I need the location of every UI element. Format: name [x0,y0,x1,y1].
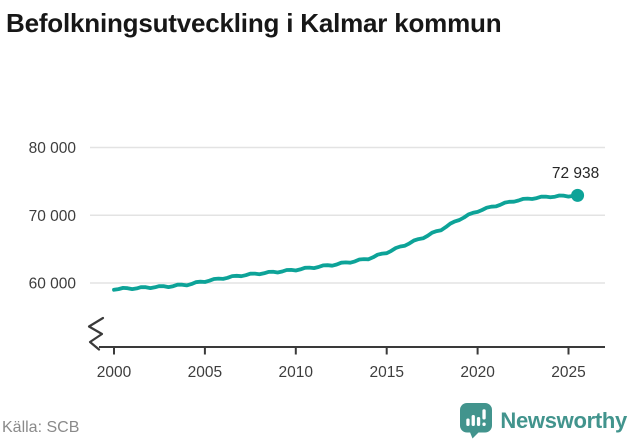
population-line [112,193,580,292]
chart-title: Befolkningsutveckling i Kalmar kommun [6,8,502,38]
x-tick-label: 2000 [97,364,132,381]
y-tick-label: 80 000 [29,140,77,157]
source-note: Källa: SCB [2,419,80,436]
x-tick-label: 2005 [188,364,222,381]
x-tick-label: 2025 [551,364,585,381]
end-point-marker [571,188,585,202]
x-tick-label: 2010 [279,364,314,381]
y-tick-label: 60 000 [29,276,77,293]
x-tick-label: 2015 [369,364,403,381]
x-tick-label: 2020 [460,364,495,381]
newsworthy-logo-text: Newsworthy [500,407,627,433]
y-tick-label: 70 000 [29,208,77,225]
end-value-label: 72 938 [552,165,599,182]
newsworthy-logo[interactable]: Newsworthy [459,402,627,439]
newsworthy-logo-icon [460,403,493,439]
axis-break-icon [87,316,105,351]
